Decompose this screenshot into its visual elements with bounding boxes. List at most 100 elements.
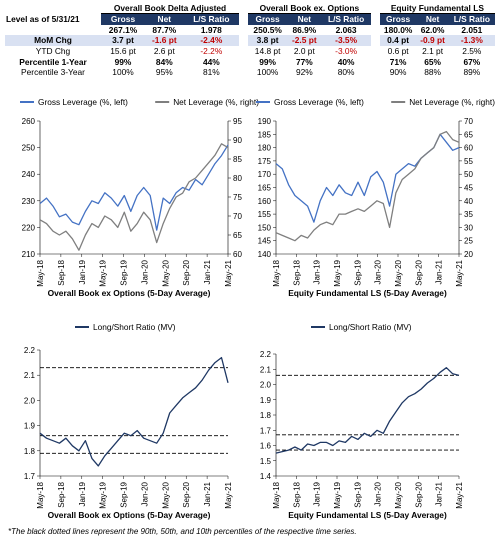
x-tick-label: Jan-20 (140, 481, 149, 506)
chart-title: Overall Book ex Options (5-Day Average) (48, 288, 211, 298)
y2-tick-label: 30 (464, 223, 473, 232)
y-tick-label: 220 (22, 223, 36, 232)
y2-tick-label: 85 (233, 155, 242, 164)
x-tick-label: May-21 (224, 481, 233, 508)
table-cell: 95% (155, 67, 173, 78)
table-group-header: Overall Book Delta Adjusted (101, 2, 240, 14)
table-header-row: Level as of 5/31/21 Gross Net L/S Ratio Gros… (5, 13, 495, 25)
x-tick-label: May-19 (333, 259, 342, 286)
table-row-label: YTD Chg (35, 46, 71, 57)
table-cell: 2.1 pt (422, 46, 444, 57)
x-tick-label: Sep-19 (120, 481, 129, 507)
y-tick-label: 240 (22, 170, 36, 179)
y-tick-label: 250 (22, 144, 36, 153)
y-tick-label: 1.8 (260, 411, 272, 420)
table-cell: 89% (463, 67, 481, 78)
x-tick-label: Jan-19 (313, 481, 322, 506)
x-tick-label: May-20 (161, 481, 170, 508)
table-cell: 15.6 pt (110, 46, 136, 57)
y-tick-label: 1.8 (24, 447, 36, 456)
y2-tick-label: 95 (233, 117, 242, 126)
table-cell: 92% (295, 67, 313, 78)
y2-tick-label: 40 (464, 197, 473, 206)
table-cell: 99% (114, 56, 132, 67)
table-cell: -3.5% (321, 35, 371, 46)
y-tick-label: 2.1 (260, 365, 272, 374)
x-tick-label: Sep-19 (120, 259, 129, 285)
x-tick-label: Sep-20 (414, 481, 423, 507)
chart-panel-3: 1.7 1.8 1.9 2.0 2.1 2.2 May-18 Sep-18 Jan-19 May-… (24, 322, 233, 520)
table-cell: 250.5% (253, 24, 282, 35)
table-cell: 71% (389, 56, 407, 67)
series-line-1 (39, 356, 229, 467)
table-cell: 65% (424, 56, 441, 67)
series-line-1 (275, 367, 460, 454)
table-corner: Level as of 5/31/21 (6, 14, 80, 25)
y-tick-label: 2.2 (24, 346, 36, 355)
y-tick-label: 175 (258, 157, 272, 166)
series-line-2 (275, 130, 460, 242)
x-tick-label: Jan-19 (78, 259, 87, 284)
table-cell: 0.4 pt (379, 35, 417, 46)
table-group-header: Equity Fundamental LS (379, 2, 495, 14)
y2-tick-label: 55 (464, 157, 473, 166)
y-tick-label: 160 (258, 197, 272, 206)
table-cell: 267.1% (108, 24, 138, 35)
table-cell: 3.7 pt (101, 35, 145, 46)
table-cell: 14.8 pt (254, 46, 281, 57)
y2-tick-label: 45 (464, 184, 473, 193)
legend-label: Gross Leverage (%, left) (38, 97, 128, 107)
chart-title: Equity Fundamental LS (5-Day Average) (288, 288, 447, 298)
x-tick-label: Jan-19 (78, 481, 87, 506)
table-cell: -2.5 pt (287, 35, 322, 46)
x-tick-label: May-19 (99, 259, 108, 286)
y-tick-label: 170 (258, 170, 272, 179)
y-tick-label: 210 (22, 250, 36, 259)
y-tick-label: 1.5 (260, 457, 272, 466)
table-cell: 2.063 (335, 24, 357, 35)
footnote: *The black dotted lines represent the 90… (8, 527, 357, 536)
x-tick-label: Jan-21 (435, 481, 444, 506)
x-tick-label: Sep-20 (182, 481, 191, 507)
table-cell: -1.6 pt (145, 35, 184, 46)
x-tick-label: Jan-21 (203, 481, 212, 506)
y2-tick-label: 35 (464, 210, 473, 219)
y2-tick-label: 50 (464, 170, 473, 179)
x-tick-label: Sep-19 (353, 259, 362, 285)
table-cell: 77% (295, 56, 313, 67)
legend-label: Long/Short Ratio (MV) (93, 322, 176, 332)
table-cell: -0.9 pt (416, 35, 449, 46)
y-tick-label: 155 (258, 210, 272, 219)
table-row: 267.1% 87.7% 1.978 250.5% 86.9% 2.063 180.0% 62… (5, 25, 495, 36)
table-cell: 2.5% (462, 46, 482, 57)
x-tick-label: May-19 (99, 481, 108, 508)
x-tick-label: May-18 (272, 481, 281, 508)
chart-panel-2: 140 145 150 155 160 165 170 175 180 185 190 20 25 30 3… (256, 97, 495, 298)
series-line-1 (39, 144, 229, 231)
y-tick-label: 2.0 (260, 381, 272, 390)
x-tick-label: May-18 (272, 259, 281, 286)
table-cell: 90% (389, 67, 407, 78)
table-row: MoM Chg 3.7 pt -1.6 pt -2.4% 3.8 pt -2.5 pt -3… (5, 35, 495, 46)
x-tick-label: Sep-20 (414, 259, 423, 285)
table-cell: 81% (202, 67, 220, 78)
x-tick-label: May-20 (394, 259, 403, 286)
y-tick-label: 2.0 (24, 396, 36, 405)
table-cell: 2.051 (461, 24, 483, 35)
x-tick-label: Sep-18 (57, 481, 66, 507)
table-cell: -2.2% (200, 46, 223, 57)
table-cell: 62.0% (420, 24, 445, 35)
y-tick-label: 230 (22, 197, 36, 206)
table-cell: 88% (424, 67, 441, 78)
x-tick-label: May-19 (333, 481, 342, 508)
chart-title: Equity Fundamental LS (5-Day Average) (288, 510, 447, 520)
table-column-header: Net (287, 13, 322, 25)
table-column-header: Net (416, 13, 449, 25)
legend-label: Net Leverage (%, right) (173, 97, 259, 107)
y-tick-label: 180 (258, 144, 272, 153)
x-tick-label: Jan-20 (374, 259, 383, 284)
x-tick-label: Jan-19 (313, 259, 322, 284)
table-row-label: MoM Chg (5, 35, 101, 46)
y-tick-label: 165 (258, 184, 272, 193)
series-line-2 (39, 143, 229, 251)
